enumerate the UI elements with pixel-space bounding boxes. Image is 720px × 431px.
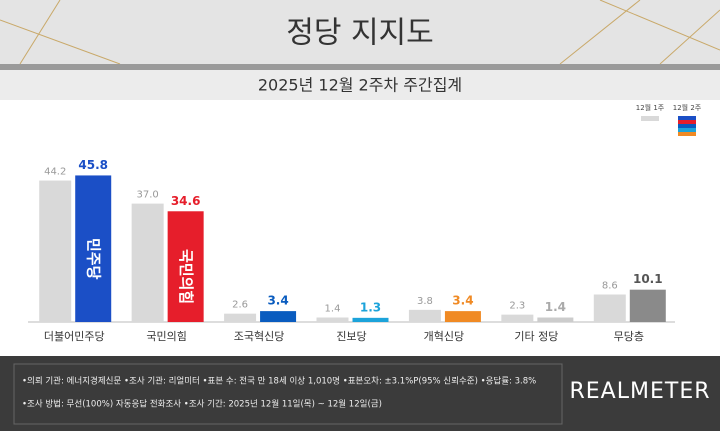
value-label: 1.4 [325,304,341,315]
bar [131,203,164,322]
bar [224,313,257,322]
legend-swatch [678,116,696,120]
footer-note: •의뢰 기관: 에너지경제신문 •조사 기관: 리얼미터 •표본 수: 전국 만… [22,376,536,387]
header-decoration [0,0,720,65]
bar [629,289,666,322]
divider [0,64,720,70]
bar [537,317,574,322]
bar [352,317,389,322]
value-label: 1.3 [360,300,381,314]
value-label: 10.1 [633,272,663,286]
footer-note: •조사 방법: 무선(100%) 자동응답 전화조사 •조사 기간: 2025년… [22,399,382,410]
legend-swatch [678,124,696,128]
bar [593,294,626,322]
bar [316,317,349,322]
footer-band [0,356,720,431]
value-label: 45.8 [78,158,108,172]
legend-label: 12월 1주 [636,103,665,112]
chart-subtitle: 2025년 12월 2주차 주간집계 [258,76,462,95]
value-label: 8.6 [602,280,618,291]
bar-logo: 국민의힘 [177,249,195,304]
legend-label: 12월 2주 [673,103,702,112]
value-label: 37.0 [137,190,159,201]
bar [444,311,481,322]
bar [501,314,534,322]
value-label: 2.6 [232,300,248,311]
value-label: 3.4 [452,294,473,308]
x-tick-label: 개혁신당 [424,330,464,343]
x-tick-label: 조국혁신당 [234,330,285,343]
chart-title: 정당 지지도 [286,16,434,51]
bar [39,180,72,322]
legend-swatch [678,132,696,136]
x-tick-label: 더불어민주당 [44,330,105,343]
legend-swatch [678,120,696,124]
x-tick-label: 무당층 [614,330,644,343]
bar [260,311,297,322]
value-label: 34.6 [171,194,201,208]
x-tick-label: 진보당 [336,330,366,343]
value-label: 1.4 [545,300,566,314]
bar [167,211,204,322]
bar-logo: 민주당 [85,238,103,280]
subtitle-band [0,70,720,100]
value-label: 3.8 [417,296,433,307]
value-label: 3.4 [267,294,288,308]
value-label: 2.3 [509,301,525,312]
brand: REALMETER [570,379,711,404]
x-tick-label: 기타 정당 [514,330,558,343]
bar [75,175,112,322]
x-tick-label: 국민의힘 [146,330,186,343]
legend-swatch [641,116,659,121]
legend-swatch [678,128,696,132]
footer-box [13,363,563,425]
value-label: 44.2 [44,167,66,178]
bar [408,309,441,322]
